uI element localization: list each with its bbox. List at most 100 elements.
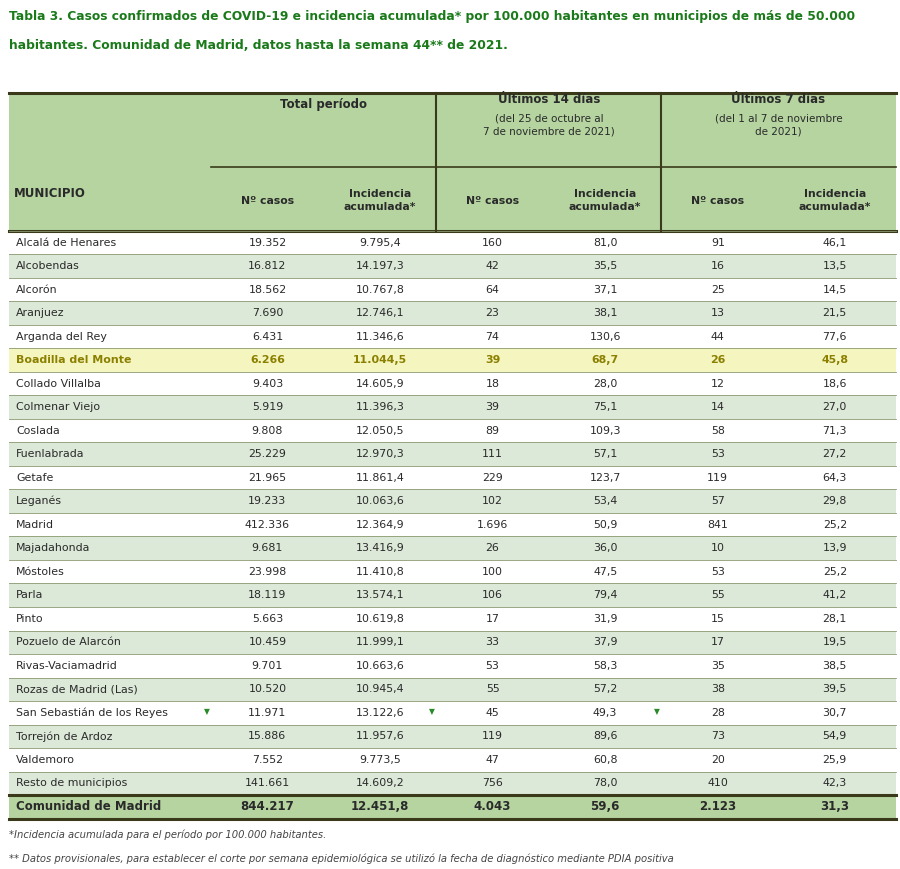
Text: 60,8: 60,8 xyxy=(593,755,617,765)
Text: 109,3: 109,3 xyxy=(590,426,621,435)
Text: 10.619,8: 10.619,8 xyxy=(356,614,404,624)
Text: 10.945,4: 10.945,4 xyxy=(356,684,404,694)
Text: 410: 410 xyxy=(707,779,728,788)
Text: ▼: ▼ xyxy=(429,706,435,715)
Text: 14: 14 xyxy=(711,402,724,412)
Text: 9.808: 9.808 xyxy=(252,426,284,435)
Bar xyxy=(9,372,896,395)
Text: ** Datos provisionales, para establecer el corte por semana epidemiológica se ut: ** Datos provisionales, para establecer … xyxy=(9,853,674,864)
Text: 12.364,9: 12.364,9 xyxy=(356,520,404,530)
Text: Incidencia
acumulada*: Incidencia acumulada* xyxy=(344,189,416,212)
Bar xyxy=(9,231,896,255)
Text: Resto de municipios: Resto de municipios xyxy=(16,779,128,788)
Text: Incidencia
acumulada*: Incidencia acumulada* xyxy=(569,189,642,212)
Text: 130,6: 130,6 xyxy=(590,332,621,342)
Text: 35,5: 35,5 xyxy=(593,261,617,271)
Text: 119: 119 xyxy=(707,473,728,482)
Text: 100: 100 xyxy=(482,567,503,577)
Text: 6.431: 6.431 xyxy=(252,332,283,342)
Text: Móstoles: Móstoles xyxy=(16,567,65,577)
Text: 57: 57 xyxy=(711,496,724,507)
Text: 1.696: 1.696 xyxy=(477,520,508,530)
Text: 57,1: 57,1 xyxy=(593,449,617,459)
Text: 38: 38 xyxy=(711,684,724,694)
Text: 31,9: 31,9 xyxy=(593,614,617,624)
Text: Últimos 14 días: Últimos 14 días xyxy=(498,93,600,106)
Text: Nº casos: Nº casos xyxy=(241,196,294,206)
Text: 39: 39 xyxy=(485,355,500,365)
Text: 18,6: 18,6 xyxy=(823,379,847,388)
Text: 844.217: 844.217 xyxy=(240,800,294,813)
Text: Rivas-Vaciamadrid: Rivas-Vaciamadrid xyxy=(16,660,118,671)
Text: 49,3: 49,3 xyxy=(593,708,617,718)
Bar xyxy=(9,442,896,466)
Text: 6.266: 6.266 xyxy=(250,355,285,365)
Text: 75,1: 75,1 xyxy=(593,402,617,412)
Text: 5.919: 5.919 xyxy=(252,402,283,412)
Text: 78,0: 78,0 xyxy=(593,779,617,788)
Text: 13.416,9: 13.416,9 xyxy=(356,543,404,554)
Text: 841: 841 xyxy=(707,520,728,530)
Text: 160: 160 xyxy=(482,237,503,248)
Text: 42,3: 42,3 xyxy=(823,779,847,788)
Text: 4.043: 4.043 xyxy=(474,800,511,813)
Text: 28,0: 28,0 xyxy=(593,379,617,388)
Text: 7.552: 7.552 xyxy=(252,755,283,765)
Text: 15: 15 xyxy=(711,614,724,624)
Text: 59,6: 59,6 xyxy=(590,800,620,813)
Text: 7.690: 7.690 xyxy=(252,308,284,318)
Text: 18.119: 18.119 xyxy=(248,590,286,600)
Bar xyxy=(9,654,896,678)
Text: 106: 106 xyxy=(482,590,503,600)
Text: Últimos 7 días: Últimos 7 días xyxy=(732,93,825,106)
Text: Majadahonda: Majadahonda xyxy=(16,543,91,554)
Text: 18.562: 18.562 xyxy=(248,285,286,295)
Text: Incidencia
acumulada*: Incidencia acumulada* xyxy=(798,189,871,212)
Text: 11.999,1: 11.999,1 xyxy=(356,637,404,647)
Text: 50,9: 50,9 xyxy=(593,520,617,530)
Text: 12.451,8: 12.451,8 xyxy=(351,800,410,813)
Text: 756: 756 xyxy=(482,779,503,788)
Text: 35: 35 xyxy=(711,660,724,671)
Text: 39,5: 39,5 xyxy=(823,684,847,694)
Text: Pozuelo de Alarcón: Pozuelo de Alarcón xyxy=(16,637,122,647)
Text: Fuenlabrada: Fuenlabrada xyxy=(16,449,85,459)
Bar xyxy=(9,419,896,442)
Bar xyxy=(9,748,896,772)
Text: 11.044,5: 11.044,5 xyxy=(353,355,407,365)
Text: 9.701: 9.701 xyxy=(252,660,284,671)
Text: 13: 13 xyxy=(711,308,724,318)
Bar xyxy=(9,325,896,348)
Text: ▼: ▼ xyxy=(203,706,210,715)
Text: Alcalá de Henares: Alcalá de Henares xyxy=(16,237,116,248)
Bar xyxy=(9,772,896,795)
Text: 53: 53 xyxy=(711,449,724,459)
Text: 27,0: 27,0 xyxy=(823,402,847,412)
Text: 36,0: 36,0 xyxy=(593,543,617,554)
Bar xyxy=(9,513,896,536)
Text: Madrid: Madrid xyxy=(16,520,54,530)
Text: 27,2: 27,2 xyxy=(823,449,847,459)
Text: 53: 53 xyxy=(711,567,724,577)
Text: Nº casos: Nº casos xyxy=(691,196,744,206)
Text: 11.346,6: 11.346,6 xyxy=(356,332,404,342)
Text: 71,3: 71,3 xyxy=(823,426,847,435)
Text: 53: 53 xyxy=(486,660,500,671)
Text: 74: 74 xyxy=(486,332,500,342)
Text: 15.886: 15.886 xyxy=(248,732,286,741)
Text: 5.663: 5.663 xyxy=(252,614,283,624)
Text: 45,8: 45,8 xyxy=(822,355,849,365)
Text: Parla: Parla xyxy=(16,590,43,600)
Text: 14.605,9: 14.605,9 xyxy=(356,379,404,388)
Text: 16: 16 xyxy=(711,261,724,271)
Bar xyxy=(9,348,896,372)
Text: 79,4: 79,4 xyxy=(593,590,617,600)
Text: 14,5: 14,5 xyxy=(823,285,847,295)
Text: 25,9: 25,9 xyxy=(823,755,847,765)
Text: Colmenar Viejo: Colmenar Viejo xyxy=(16,402,100,412)
Text: 55: 55 xyxy=(486,684,500,694)
Text: (del 1 al 7 de noviembre
de 2021): (del 1 al 7 de noviembre de 2021) xyxy=(715,114,842,136)
Text: 30,7: 30,7 xyxy=(823,708,847,718)
Text: 37,9: 37,9 xyxy=(593,637,617,647)
Text: MUNICIPIO: MUNICIPIO xyxy=(14,187,86,200)
